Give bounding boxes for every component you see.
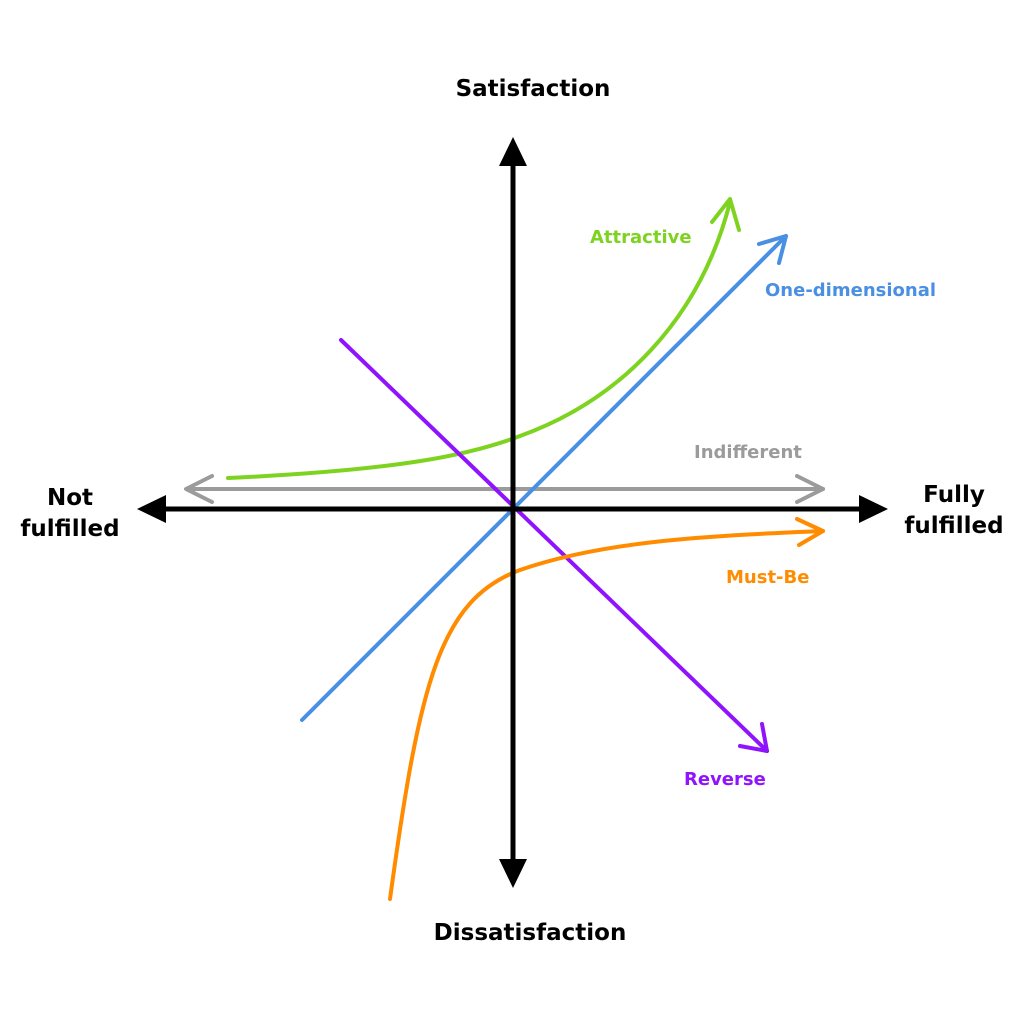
x-axis-left-label-line1: Not [46,485,94,511]
attractive-curve [226,197,741,480]
x-axis-right-label-line1: Fully [923,482,985,508]
reverse-curve [339,338,769,753]
indifferent-curve [184,474,825,504]
reverse-label: Reverse [684,769,766,790]
must-be-curve [388,517,825,901]
y-axis-bottom-label: Dissatisfaction [433,920,627,946]
x-axis-left-label-line2: fulfilled [20,516,120,542]
one-dimensional-curve [300,234,788,722]
x-axis-left-label: Not fulfilled [10,483,130,545]
y-axis-top-label: Satisfaction [455,76,611,102]
x-axis-right-label: Fully fulfilled [894,480,1014,542]
indifferent-label: Indifferent [694,442,802,463]
attractive-label: Attractive [590,227,692,248]
x-axis-right-label-line2: fulfilled [904,513,1004,539]
axes [137,137,888,888]
must-be-label: Must-Be [726,567,810,588]
one-dimensional-label: One-dimensional [765,280,937,301]
